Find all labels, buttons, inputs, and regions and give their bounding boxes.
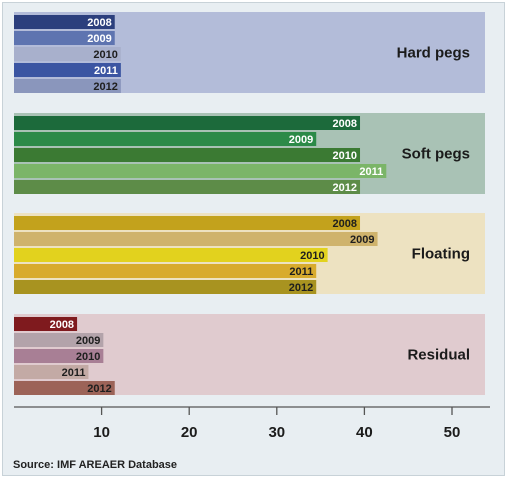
- panel-label: Residual: [407, 347, 470, 364]
- bar-label: 2008: [333, 218, 357, 230]
- bar-label: 2011: [289, 266, 313, 278]
- x-tick-label: 50: [444, 424, 461, 441]
- x-tick-label: 10: [93, 424, 110, 441]
- bar-2008: [14, 317, 78, 331]
- bar-2012: [14, 280, 317, 294]
- panel-label: Floating: [412, 246, 470, 263]
- bar-label: 2010: [333, 150, 357, 162]
- bar-2010: [14, 47, 121, 61]
- bar-2008: [14, 15, 115, 29]
- bar-2009: [14, 31, 115, 45]
- bar-label: 2009: [87, 33, 111, 45]
- source-note: Source: IMF AREAER Database: [13, 459, 177, 471]
- bar-2009: [14, 333, 104, 347]
- panel-floating: 2008 2009 2010 2011 2012 Floating: [14, 213, 485, 294]
- bar-2009: [14, 232, 378, 246]
- bar-label: 2011: [62, 367, 86, 379]
- bar-label: 2008: [50, 319, 74, 331]
- bar-label: 2008: [333, 118, 357, 130]
- bar-2011: [14, 264, 317, 278]
- bar-label: 2009: [350, 234, 374, 246]
- bar-label: 2011: [94, 65, 118, 77]
- bar-label: 2012: [289, 282, 313, 294]
- bar-2012: [14, 79, 121, 93]
- panel-label: Soft pegs: [402, 146, 470, 163]
- bar-label: 2010: [76, 351, 100, 363]
- bar-2009: [14, 132, 317, 146]
- bar-2010: [14, 248, 328, 262]
- bar-2011: [14, 365, 89, 379]
- bar-label: 2011: [359, 166, 383, 178]
- bar-label: 2009: [76, 335, 100, 347]
- bar-2010: [14, 148, 361, 162]
- x-tick-label: 30: [268, 424, 285, 441]
- bar-2008: [14, 116, 361, 130]
- panel-label: Hard pegs: [397, 45, 470, 62]
- bar-label: 2012: [93, 81, 117, 93]
- bar-2012: [14, 180, 361, 194]
- bar-label: 2012: [87, 383, 111, 395]
- panel-hard-pegs: 2008 2009 2010 2011 2012 Hard pegs: [14, 12, 485, 93]
- bar-label: 2012: [333, 182, 357, 194]
- bar-label: 2009: [289, 134, 313, 146]
- bar-2011: [14, 164, 387, 178]
- bar-2008: [14, 216, 361, 230]
- bar-label: 2010: [93, 49, 117, 61]
- bar-label: 2008: [87, 17, 111, 29]
- x-tick-label: 40: [356, 424, 373, 441]
- bar-2011: [14, 63, 121, 77]
- bar-2012: [14, 381, 115, 395]
- x-tick-label: 20: [181, 424, 198, 441]
- bar-2010: [14, 349, 104, 363]
- bar-label: 2010: [300, 250, 324, 262]
